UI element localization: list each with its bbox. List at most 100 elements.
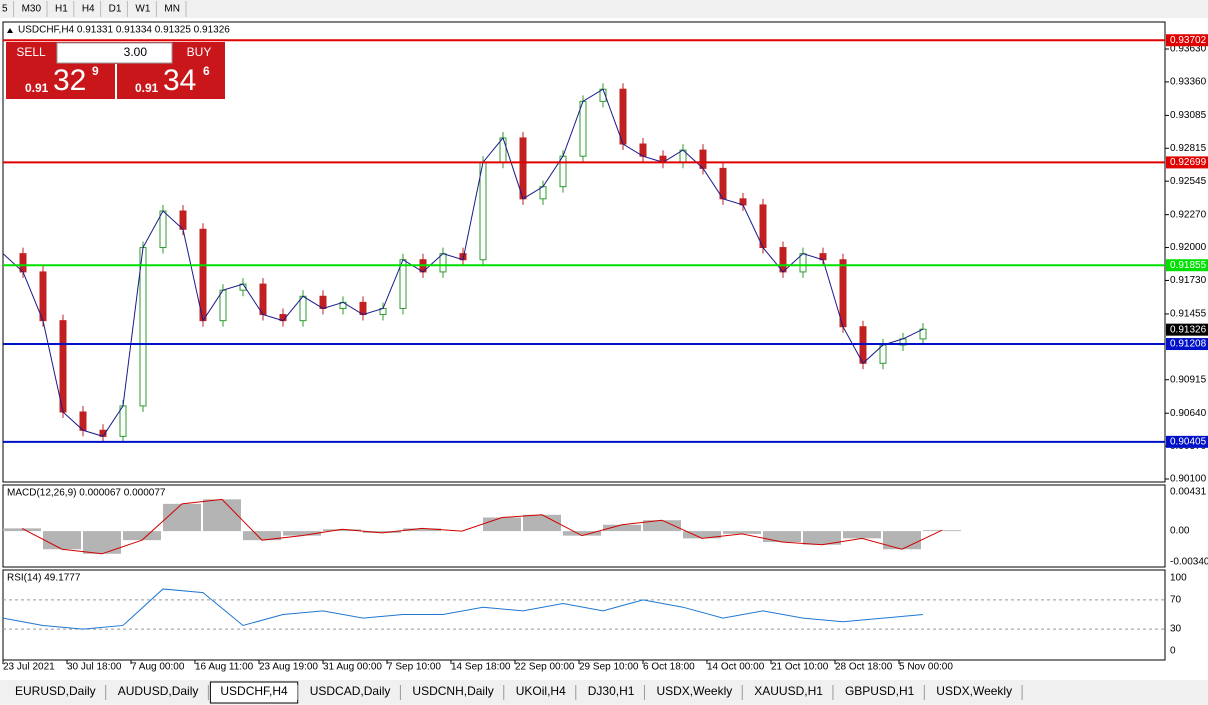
macd-tick-label: 0.00 (1170, 526, 1190, 537)
macd-bar (83, 531, 121, 554)
candle (519, 137, 527, 200)
candle (219, 289, 227, 322)
divider (115, 64, 117, 99)
chart-tab[interactable]: EURUSD,Daily (15, 684, 96, 698)
timeframe-button[interactable]: MN (164, 4, 180, 15)
timeframe-button[interactable]: 5 (2, 4, 8, 15)
price-tick-label: 0.92000 (1170, 242, 1207, 253)
candle (159, 210, 167, 249)
buy-button[interactable]: BUY (187, 45, 212, 59)
candle (59, 320, 67, 413)
macd-bar (123, 531, 161, 541)
timeframe-button[interactable]: M30 (22, 4, 42, 15)
timeframe-button[interactable]: D1 (109, 4, 122, 15)
time-label: 22 Sep 00:00 (515, 662, 575, 673)
price-tick-label: 0.90915 (1170, 374, 1207, 385)
volume-input[interactable]: 3.00 (124, 45, 148, 59)
sell-button[interactable]: SELL (16, 45, 46, 59)
chart-tab[interactable]: USDCAD,Daily (310, 684, 391, 698)
macd-bar (843, 531, 881, 539)
timeframe-button[interactable]: H1 (55, 4, 68, 15)
chart-tab[interactable]: USDX,Weekly (936, 684, 1012, 698)
volume-box (56, 42, 173, 64)
rsi-tick-label: 0 (1170, 646, 1176, 657)
price-tag (1166, 323, 1208, 336)
ask-big: 0.91 (135, 81, 159, 95)
chart-tab[interactable]: USDCHF,H4 (220, 684, 288, 698)
rsi-tick-label: 30 (1170, 624, 1182, 635)
candle (779, 247, 787, 273)
chart-header: USDCHF,H4 0.91331 0.91334 0.91325 0.9132… (18, 25, 230, 36)
candle (579, 100, 587, 157)
macd-bar (323, 529, 361, 532)
chart-tab[interactable]: DJ30,H1 (588, 684, 635, 698)
macd-bar (883, 531, 921, 550)
level-tag (1166, 156, 1208, 169)
macd-bar (43, 531, 81, 550)
macd-tick-label: 0.00431 (1170, 487, 1207, 498)
tab-bg (926, 682, 1023, 703)
tab-bg (505, 682, 576, 703)
time-label: 7 Aug 00:00 (131, 662, 185, 673)
level-label: 0.90405 (1170, 436, 1207, 447)
candle (119, 405, 127, 437)
candle (839, 259, 847, 328)
candle (699, 149, 707, 169)
price-tick-label: 0.93630 (1170, 44, 1207, 55)
time-label: 14 Sep 18:00 (451, 662, 511, 673)
ask-pips: 34 (163, 64, 196, 97)
price-tick-label: 0.93085 (1170, 110, 1207, 121)
time-label: 7 Sep 10:00 (387, 662, 441, 673)
price-tick-label: 0.92815 (1170, 143, 1207, 154)
macd-bar (483, 517, 521, 532)
chart-tab[interactable]: GBPUSD,H1 (845, 684, 915, 698)
time-label: 14 Oct 00:00 (707, 662, 765, 673)
candle (179, 210, 187, 230)
price-tick-label: 0.91455 (1170, 309, 1207, 320)
chart-tab[interactable]: AUDUSD,Daily (118, 684, 199, 698)
candle (759, 204, 767, 249)
toolbar (0, 0, 1208, 18)
candle (299, 295, 307, 322)
bid-big: 0.91 (25, 81, 49, 95)
candle (499, 137, 507, 163)
tab-bg (299, 682, 401, 703)
time-label: 5 Nov 00:00 (899, 662, 953, 673)
level-tag (1166, 34, 1208, 47)
level-label: 0.91208 (1170, 339, 1207, 350)
candle (439, 253, 447, 273)
macd-bar (643, 520, 681, 532)
time-label: 21 Oct 10:00 (771, 662, 829, 673)
macd-bar (203, 499, 241, 532)
candle (399, 259, 407, 309)
timeframe-button[interactable]: H4 (82, 4, 95, 15)
chart-tab[interactable]: XAUUSD,H1 (754, 684, 823, 698)
candle (799, 253, 807, 273)
chart-tab[interactable]: USDX,Weekly (656, 684, 732, 698)
rsi-label: RSI(14) 49.1777 (7, 573, 81, 584)
candle (79, 411, 87, 431)
macd-bar (3, 528, 41, 532)
macd-bar (403, 528, 441, 532)
macd-line (21, 498, 943, 555)
price-tick-label: 0.93360 (1170, 77, 1207, 88)
chart-tab[interactable]: USDCNH,Daily (412, 684, 493, 698)
price-tick-label: 0.91730 (1170, 275, 1207, 286)
price-tick-label: 0.90100 (1170, 474, 1207, 485)
ask-frac: 6 (203, 64, 210, 78)
time-label: 6 Oct 18:00 (643, 662, 695, 673)
time-label: 23 Jul 2021 (3, 662, 55, 673)
macd-bar (363, 531, 401, 533)
rsi-tick-label: 100 (1170, 573, 1187, 584)
current-price: 0.91326 (1170, 324, 1207, 335)
tab-bg (107, 682, 209, 703)
trade-panel: SELL BUY 3.00 0.91 32 9 0.91 34 6 (6, 42, 225, 99)
level-label: 0.93702 (1170, 35, 1207, 46)
price-tick-label: 0.90640 (1170, 408, 1207, 419)
macd-bar (723, 531, 761, 534)
timeframe-button[interactable]: W1 (135, 4, 150, 15)
time-label: 28 Oct 18:00 (835, 662, 893, 673)
time-label: 30 Jul 18:00 (67, 662, 122, 673)
chart-tab[interactable]: UKOil,H4 (516, 684, 566, 698)
candle (259, 283, 267, 316)
